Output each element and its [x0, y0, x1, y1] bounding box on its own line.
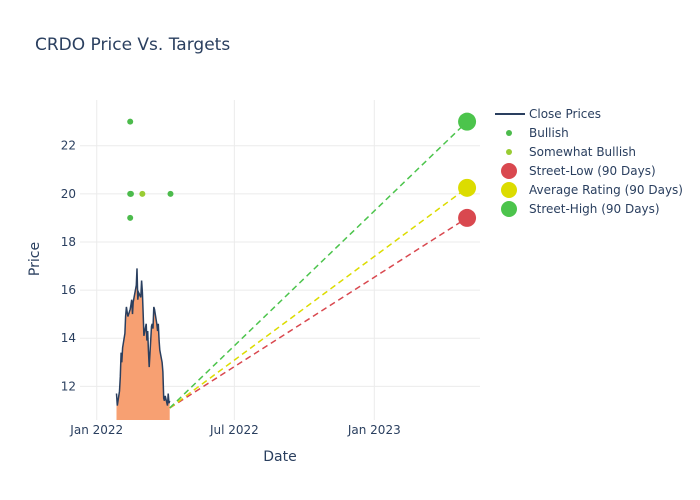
y-tick-label: 14	[61, 331, 76, 345]
y-tick-label: 12	[61, 379, 76, 393]
x-gridlines	[96, 100, 375, 420]
bullish-point[interactable]	[127, 190, 134, 197]
close-price-line-layer	[115, 268, 171, 406]
legend-label: Street-High (90 Days)	[529, 202, 660, 216]
legend-dot-swatch	[506, 149, 512, 155]
y-tick-label: 16	[61, 283, 76, 297]
average-rating-projection-line	[169, 187, 468, 409]
street-low-target-marker[interactable]	[458, 208, 477, 227]
legend-label: Bullish	[529, 126, 569, 140]
y-tick-label: 18	[61, 235, 76, 249]
street-low-projection-line	[169, 217, 468, 409]
y-axis-title: Price	[27, 242, 43, 276]
street-high-target-marker[interactable]	[458, 112, 477, 131]
legend-marker-swatch	[501, 201, 517, 217]
legend-marker-swatch	[501, 182, 517, 198]
close-price-area	[116, 268, 170, 420]
bullish-point[interactable]	[127, 118, 134, 125]
legend-label: Somewhat Bullish	[529, 145, 636, 159]
legend-label: Close Prices	[529, 107, 601, 121]
close-price-area-layer	[116, 268, 170, 420]
legend-item[interactable]: Street-High (90 Days)	[501, 201, 660, 217]
legend-item[interactable]: Average Rating (90 Days)	[501, 182, 683, 198]
x-axis-title: Date	[263, 449, 296, 465]
x-axis-ticks: Jan 2022 Jul 2022 Jan 2023	[69, 423, 400, 437]
legend-item[interactable]: Somewhat Bullish	[506, 145, 636, 159]
street-high-projection-line	[169, 121, 468, 409]
legend[interactable]: Close Prices Bullish Somewhat Bullish Stree…	[495, 107, 683, 217]
legend-item[interactable]: Close Prices	[495, 107, 601, 121]
y-axis-ticks: 12 14 16 18 20 22	[61, 139, 76, 394]
legend-item[interactable]: Street-Low (90 Days)	[501, 163, 656, 179]
chart-title: CRDO Price Vs. Targets	[35, 35, 230, 55]
rating-points-layer	[127, 112, 477, 227]
legend-label: Street-Low (90 Days)	[529, 164, 656, 178]
y-tick-label: 20	[61, 187, 76, 201]
x-tick-label: Jan 2023	[347, 423, 401, 437]
target-projection-layer	[169, 121, 468, 409]
x-tick-label: Jan 2022	[69, 423, 123, 437]
y-tick-label: 22	[61, 139, 76, 153]
bullish-point[interactable]	[167, 190, 174, 197]
x-tick-label: Jul 2022	[209, 423, 259, 437]
legend-marker-swatch	[501, 163, 517, 179]
average-rating-target-marker[interactable]	[458, 178, 477, 197]
legend-item[interactable]: Bullish	[506, 126, 569, 140]
somewhat-bullish-point[interactable]	[139, 190, 146, 197]
legend-dot-swatch	[506, 130, 512, 136]
legend-label: Average Rating (90 Days)	[529, 183, 683, 197]
close-price-line[interactable]	[115, 268, 171, 406]
bullish-point[interactable]	[127, 214, 134, 221]
